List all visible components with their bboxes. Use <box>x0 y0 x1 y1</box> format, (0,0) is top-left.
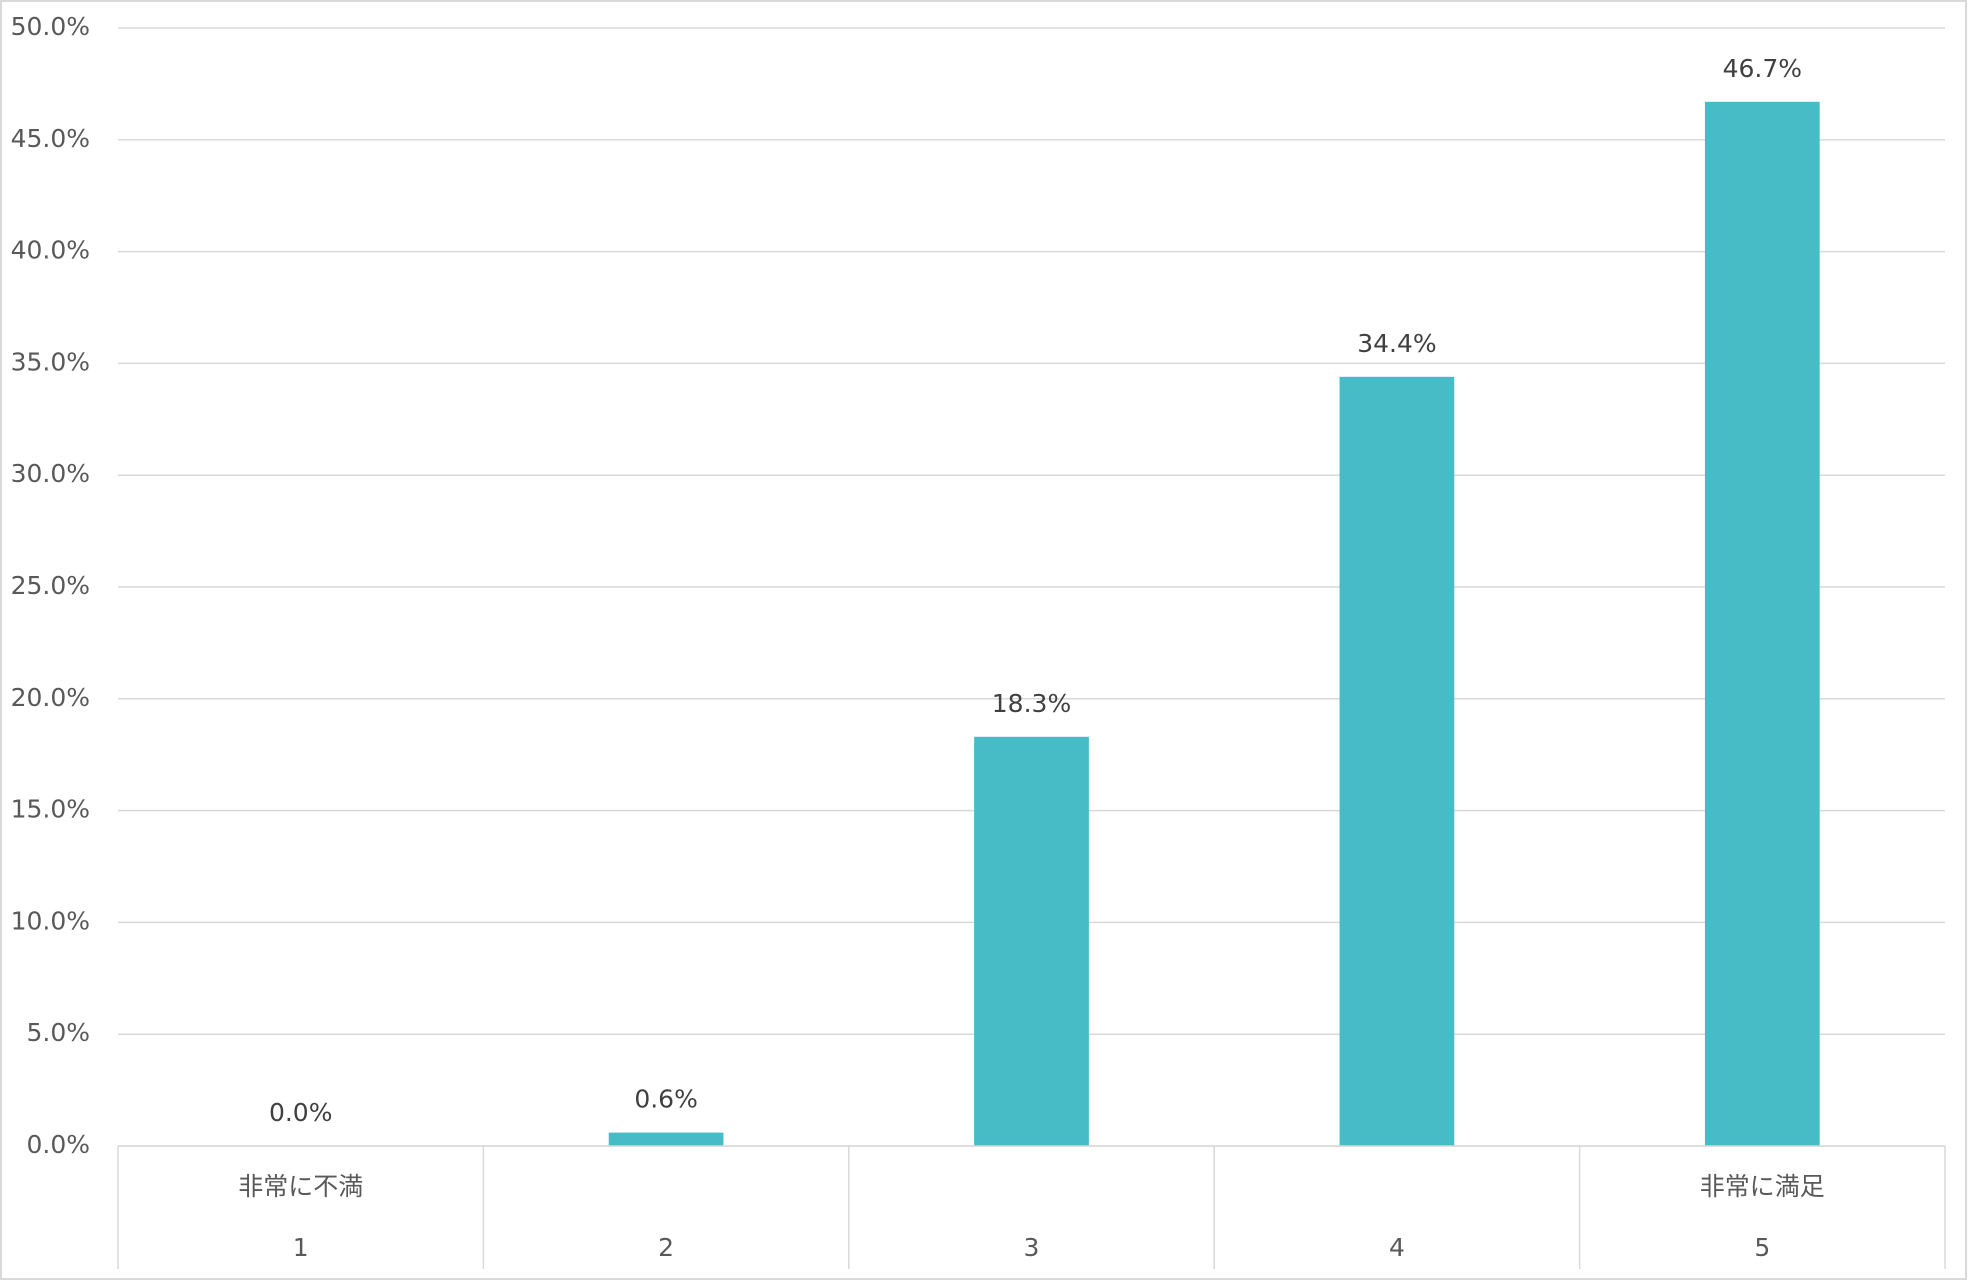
bar <box>1704 101 1820 1147</box>
y-tick-label: 30.0% <box>11 459 90 488</box>
x-tick-label: 3 <box>1024 1233 1040 1262</box>
x-tick-label: 4 <box>1389 1233 1405 1262</box>
y-tick-label: 15.0% <box>11 795 90 824</box>
y-tick-label: 20.0% <box>11 683 90 712</box>
category-group-label: 非常に満足 <box>1700 1172 1825 1201</box>
y-tick-label: 35.0% <box>11 347 90 376</box>
data-label: 34.4% <box>1357 329 1436 358</box>
category-group-label: 非常に不満 <box>238 1172 363 1201</box>
y-tick-label: 0.0% <box>26 1130 90 1159</box>
x-tick-label: 1 <box>293 1233 309 1262</box>
y-tick-label: 45.0% <box>11 124 90 153</box>
y-tick-label: 40.0% <box>11 236 90 265</box>
bar <box>974 736 1089 1146</box>
x-tick-label: 2 <box>658 1233 674 1262</box>
data-label: 0.6% <box>634 1085 698 1114</box>
bar <box>608 1132 724 1146</box>
y-tick-label: 5.0% <box>26 1018 90 1047</box>
y-tick-label: 50.0% <box>11 12 90 41</box>
bar <box>1339 376 1455 1146</box>
y-tick-label: 25.0% <box>11 571 90 600</box>
data-label: 0.0% <box>269 1098 333 1127</box>
y-tick-label: 10.0% <box>11 906 90 935</box>
data-label: 46.7% <box>1723 54 1802 83</box>
x-tick-label: 5 <box>1754 1233 1770 1262</box>
data-label: 18.3% <box>992 689 1071 718</box>
